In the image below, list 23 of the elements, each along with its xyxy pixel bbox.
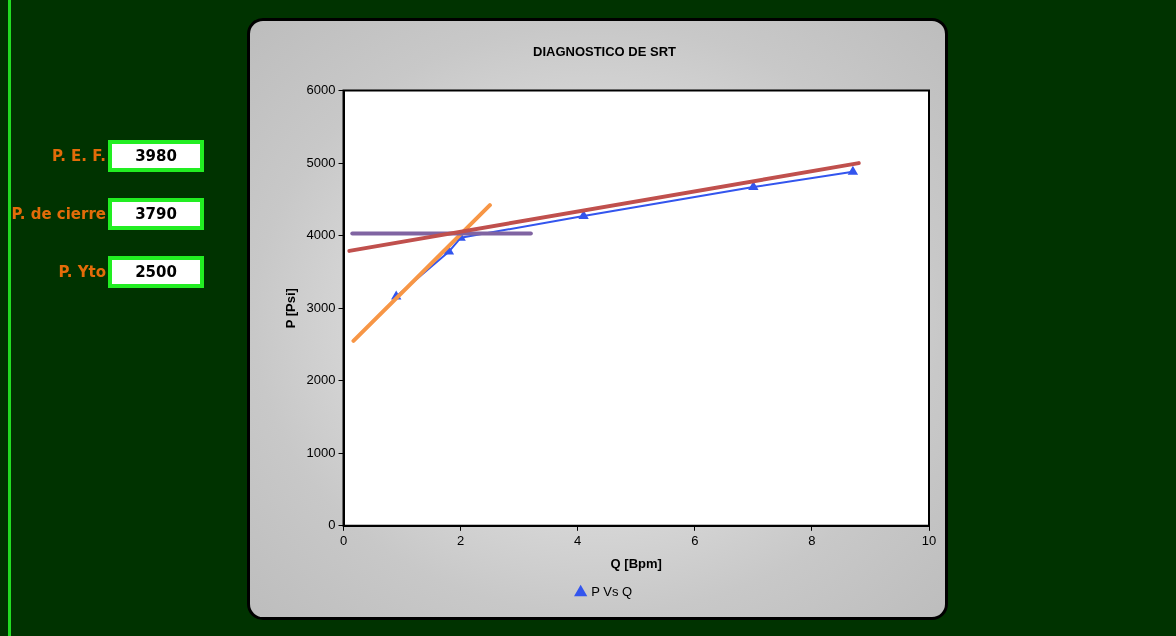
text: P. E. F. xyxy=(51,147,106,165)
x-tick-label: 2 xyxy=(457,533,465,549)
y-tick-label: 4000 xyxy=(306,227,336,243)
legend-label: P Vs Q xyxy=(591,584,633,600)
text: P. Yto xyxy=(58,263,106,281)
y-tick-label: 1000 xyxy=(306,444,336,460)
x-tick-label: 4 xyxy=(574,533,582,549)
y-tick-label: 6000 xyxy=(306,82,336,98)
text: 3980 xyxy=(108,140,204,172)
y-tick-label: 5000 xyxy=(306,154,336,170)
text: 3790 xyxy=(108,198,204,230)
text: 2500 xyxy=(108,256,204,288)
chart-title: DIAGNOSTICO DE SRT xyxy=(532,44,677,60)
x-tick-label: 0 xyxy=(339,533,348,549)
x-tick-label: 6 xyxy=(691,533,699,549)
x-axis-title: Q [Bpm] xyxy=(610,555,662,571)
y-tick-label: 0 xyxy=(328,517,336,533)
x-tick-label: 8 xyxy=(808,533,816,549)
y-axis-title: P [Psi] xyxy=(283,288,299,329)
x-tick-label: 10 xyxy=(921,533,937,549)
y-tick-label: 3000 xyxy=(306,299,336,315)
y-tick-label: 2000 xyxy=(306,372,336,388)
text: P. de cierre xyxy=(11,205,106,223)
